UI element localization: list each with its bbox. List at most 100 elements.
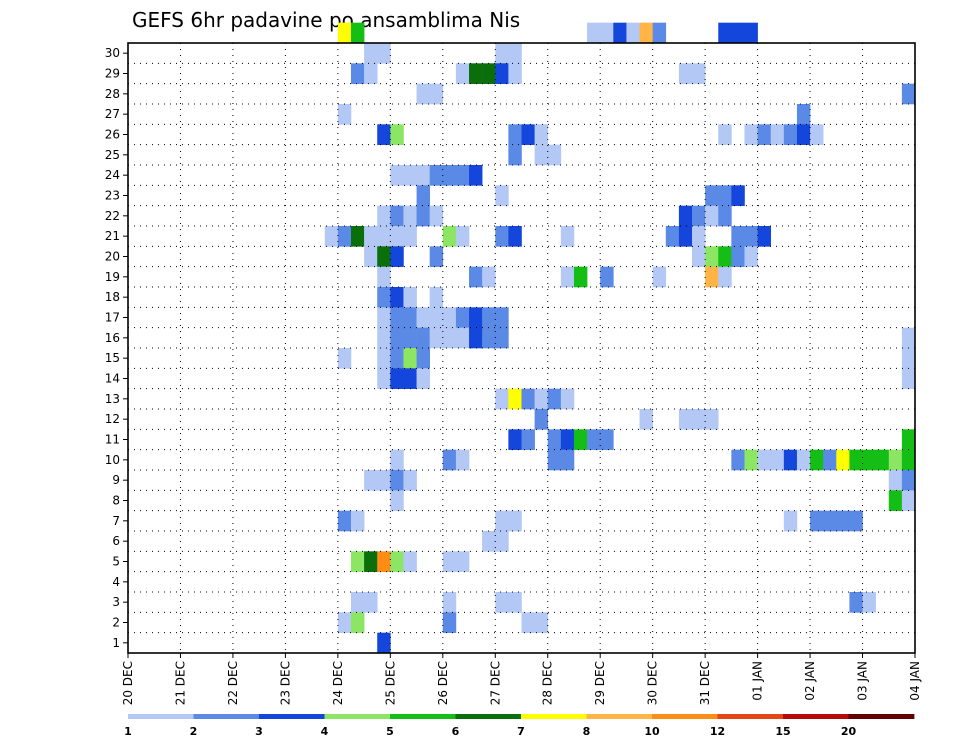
colorbar-swatch <box>259 714 325 719</box>
precip-cell <box>482 63 496 84</box>
precip-cell <box>692 205 706 227</box>
precip-cell <box>416 165 430 186</box>
y-tick-label: 2 <box>112 616 120 630</box>
x-tick-label: 29 DEC <box>593 661 607 705</box>
x-tick-label: 25 DEC <box>383 661 397 705</box>
precip-cell <box>337 104 352 125</box>
precip-cell <box>744 124 758 145</box>
precip-cell <box>692 246 706 267</box>
precip-cell <box>534 388 549 410</box>
precip-cell <box>718 205 732 227</box>
precip-cell <box>744 449 758 471</box>
precip-cell <box>364 551 378 572</box>
precip-cell <box>508 510 522 532</box>
y-tick-label: 9 <box>112 473 120 487</box>
precip-cell <box>390 449 404 471</box>
precip-cell <box>508 592 522 613</box>
precip-cell <box>573 429 588 450</box>
precip-cell <box>862 449 876 471</box>
precip-cell <box>705 185 719 206</box>
precip-cell <box>639 22 653 44</box>
precip-cell <box>403 470 417 491</box>
precip-cell <box>888 490 903 511</box>
precip-cell <box>482 307 496 328</box>
y-tick-label: 18 <box>105 290 120 304</box>
precip-cell <box>521 612 535 633</box>
precip-cell <box>875 449 890 471</box>
precip-cell <box>429 246 444 267</box>
precip-cell <box>901 83 916 105</box>
precip-cell <box>390 490 404 511</box>
y-tick-label: 28 <box>105 87 120 101</box>
precip-cell <box>718 266 732 288</box>
colorbar-level-label: 6 <box>452 725 460 738</box>
precip-cell <box>403 205 417 227</box>
precip-cell <box>403 551 417 572</box>
precip-cell <box>390 307 404 328</box>
precip-cell <box>600 429 614 450</box>
precip-cell <box>364 246 378 267</box>
precip-cell <box>377 287 391 308</box>
precip-cell <box>521 124 535 145</box>
precip-cell <box>442 592 457 613</box>
precip-cell <box>705 266 719 288</box>
precip-cell <box>350 551 365 572</box>
precip-cell <box>469 327 483 349</box>
precip-cell <box>495 185 509 206</box>
y-tick-label: 27 <box>105 107 120 121</box>
precip-cell <box>508 388 522 410</box>
precip-cell <box>744 22 758 44</box>
precip-cell <box>705 246 719 267</box>
precip-cell <box>678 226 693 247</box>
y-tick-label: 22 <box>105 209 120 223</box>
y-tick-label: 1 <box>112 636 120 650</box>
precip-cell <box>495 327 509 349</box>
precip-cell <box>390 348 404 369</box>
y-tick-label: 10 <box>105 453 120 467</box>
y-tick-label: 29 <box>105 67 120 81</box>
plot-frame <box>127 42 916 654</box>
y-tick-label: 25 <box>105 148 120 162</box>
colorbar-legend: 1 2 3 4 5 6 7 8 10 12 15 20 <box>124 714 915 738</box>
precip-cell <box>442 612 457 633</box>
precip-cell <box>692 226 706 247</box>
precip-cell <box>350 226 365 247</box>
precip-cell <box>495 63 509 84</box>
precip-cell <box>901 368 916 389</box>
precip-cell <box>403 327 417 349</box>
x-tick-label: 20 DEC <box>121 661 135 705</box>
precip-cell <box>534 612 549 633</box>
precip-cell <box>403 287 417 308</box>
precip-cell <box>455 226 470 247</box>
precip-cell <box>600 22 614 44</box>
x-axis: 20 DEC 21 DEC 22 DEC 23 DEC 24 DEC 25 DEC 26 D… <box>121 653 922 705</box>
chart-title: GEFS 6hr padavine po ansamblima Nis <box>132 8 520 32</box>
y-tick-label: 11 <box>105 433 120 447</box>
precip-cell <box>482 531 496 552</box>
precip-cell <box>731 22 745 44</box>
precip-cell <box>390 287 404 308</box>
y-tick-label: 13 <box>105 392 120 406</box>
colorbar-level-label: 15 <box>775 725 790 738</box>
precip-cell <box>377 205 391 227</box>
precip-cell <box>377 266 391 288</box>
precip-cell <box>429 83 444 105</box>
precip-cell <box>678 409 693 430</box>
colorbar-swatch <box>586 714 653 719</box>
precip-cell <box>442 551 457 572</box>
precip-cell <box>901 348 916 369</box>
precip-cell <box>469 165 483 186</box>
precip-cell <box>442 307 457 328</box>
y-tick-label: 6 <box>112 534 120 548</box>
precip-cell <box>849 592 863 613</box>
precip-cell <box>377 470 391 491</box>
precip-cell <box>364 63 378 84</box>
x-tick-label: 03 JAN <box>856 661 870 701</box>
precip-cell <box>390 470 404 491</box>
precip-cell <box>757 226 772 247</box>
precip-cell <box>495 388 509 410</box>
y-tick-label: 7 <box>112 514 120 528</box>
precip-cell <box>482 266 496 288</box>
precip-cell <box>377 632 391 654</box>
precip-cell <box>757 449 772 471</box>
